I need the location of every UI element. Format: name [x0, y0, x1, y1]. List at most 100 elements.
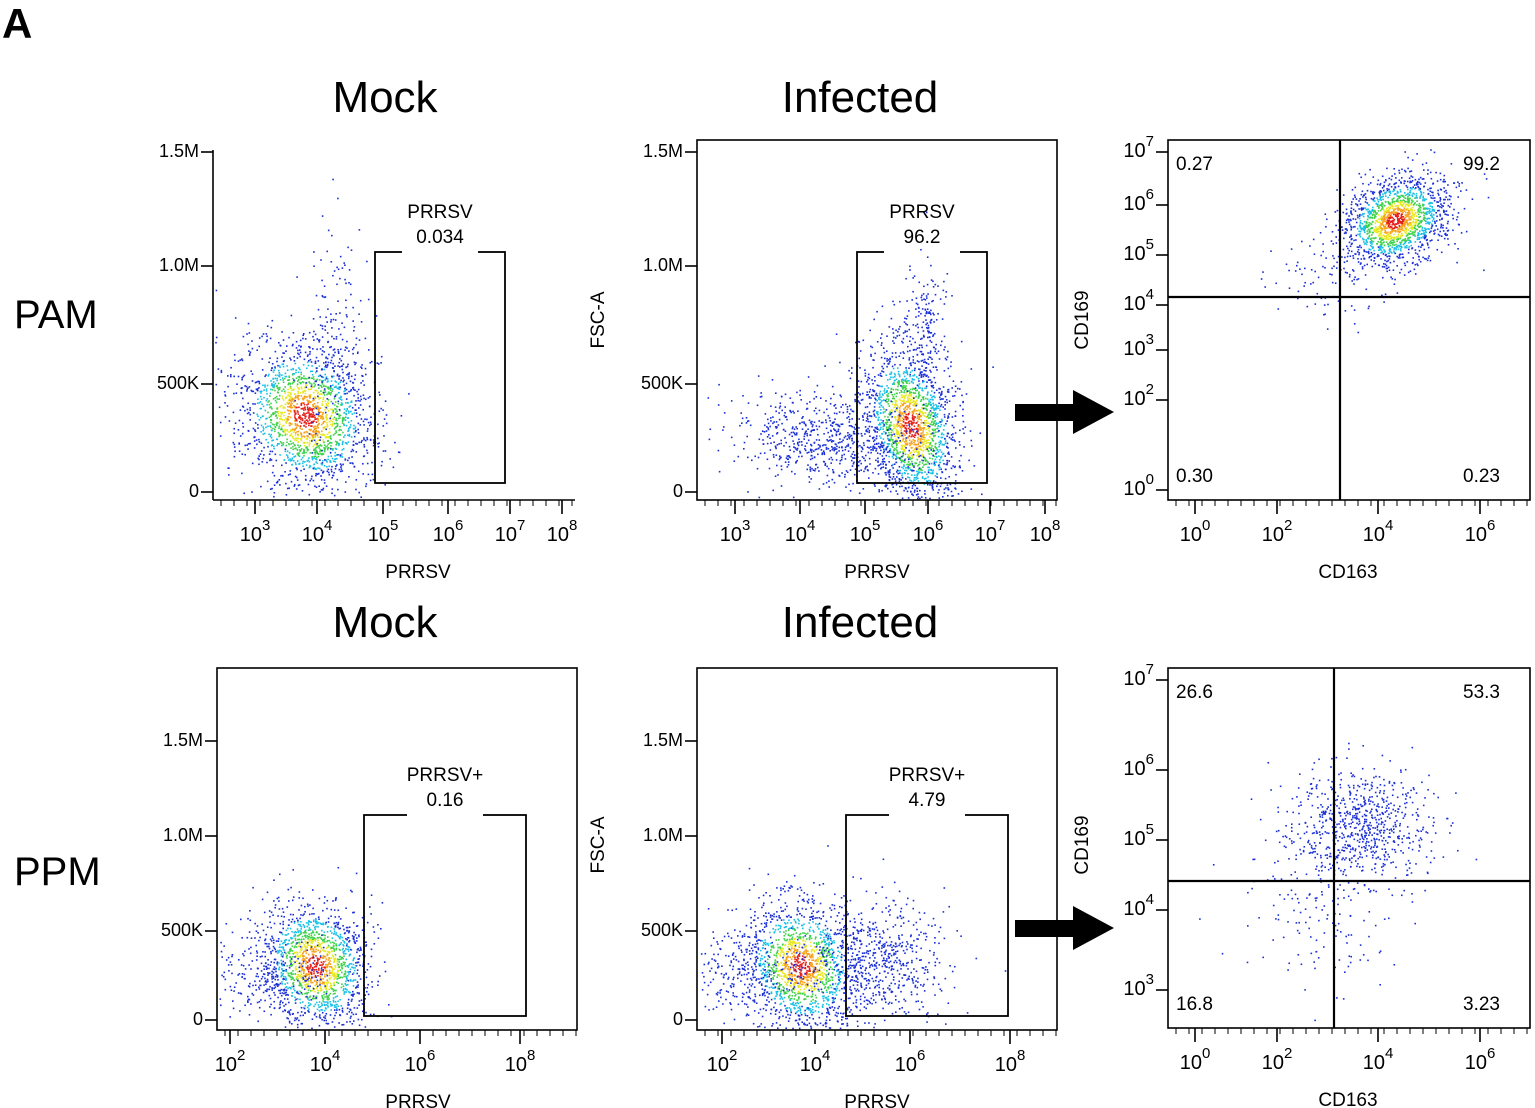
event-dot: [889, 439, 892, 442]
event-dot: [890, 317, 893, 320]
event-dot: [897, 415, 899, 417]
event-dot: [933, 449, 935, 452]
event-dot: [357, 422, 360, 425]
event-dot: [273, 384, 275, 386]
event-dot: [263, 446, 265, 449]
event-dot: [914, 462, 917, 464]
event-dot: [272, 413, 274, 415]
event-dot: [313, 251, 315, 253]
event-dot: [293, 360, 296, 362]
event-dot: [927, 417, 930, 419]
event-dot: [268, 361, 270, 364]
event-dot: [1406, 261, 1409, 263]
event-dot: [281, 419, 284, 421]
event-dot: [914, 434, 917, 436]
event-dot: [276, 438, 278, 440]
event-dot: [938, 391, 940, 394]
event-dot: [796, 443, 799, 445]
event-dot: [219, 421, 222, 424]
event-dot: [338, 378, 340, 380]
event-dot: [338, 429, 340, 432]
event-dot: [241, 358, 243, 360]
event-dot: [323, 391, 325, 394]
event-dot: [918, 453, 920, 456]
event-dot: [917, 448, 919, 451]
event-dot: [364, 367, 367, 370]
event-dot: [359, 404, 362, 406]
event-dot: [861, 456, 864, 458]
event-dot: [339, 434, 342, 436]
event-dot: [351, 456, 353, 458]
event-dot: [916, 451, 919, 453]
event-dot: [925, 463, 928, 466]
event-dot: [898, 374, 901, 376]
event-dot: [869, 388, 872, 391]
event-dot: [857, 400, 860, 402]
event-dot: [332, 423, 334, 426]
event-dot: [864, 412, 866, 414]
event-dot: [320, 385, 323, 387]
event-dot: [919, 454, 922, 457]
event-dot: [908, 420, 910, 423]
event-dot: [895, 483, 898, 486]
event-dot: [808, 419, 811, 422]
event-dot: [836, 445, 838, 448]
event-dot: [891, 443, 893, 445]
event-dot: [810, 449, 812, 452]
event-dot: [826, 408, 828, 411]
event-dot: [306, 438, 308, 440]
event-dot: [344, 264, 346, 266]
event-dot: [362, 408, 364, 411]
event-dot: [321, 279, 323, 282]
event-dot: [866, 381, 868, 383]
event-dot: [921, 396, 924, 399]
event-dot: [295, 418, 298, 420]
event-dot: [901, 434, 903, 437]
event-dot: [919, 471, 921, 473]
event-dot: [873, 415, 876, 417]
event-dot: [911, 460, 913, 463]
event-dot: [938, 402, 940, 405]
event-dot: [350, 450, 353, 453]
event-dot: [903, 397, 906, 399]
event-dot: [870, 355, 872, 357]
event-dot: [930, 309, 932, 312]
event-dot: [921, 496, 923, 498]
event-dot: [272, 439, 274, 441]
event-dot: [800, 441, 803, 443]
event-dot: [872, 366, 874, 369]
event-dot: [717, 449, 720, 452]
event-dot: [1409, 203, 1412, 205]
event-dot: [336, 266, 338, 269]
event-dot: [919, 371, 922, 373]
event-dot: [872, 359, 874, 361]
event-dot: [842, 404, 844, 406]
event-dot: [237, 375, 240, 378]
event-dot: [274, 382, 277, 385]
event-dot: [848, 433, 851, 436]
event-dot: [321, 386, 323, 388]
event-dot: [247, 322, 250, 325]
event-dot: [898, 334, 901, 337]
event-dot: [1445, 210, 1448, 212]
event-dot: [932, 335, 934, 337]
event-dot: [339, 358, 341, 360]
event-dot: [912, 449, 914, 452]
event-dot: [946, 484, 949, 486]
event-dot: [895, 404, 898, 406]
event-dot: [296, 410, 299, 412]
event-dot: [916, 303, 919, 306]
event-dot: [912, 429, 915, 431]
event-dot: [300, 395, 303, 397]
event-dot: [954, 385, 957, 387]
event-dot: [258, 463, 260, 466]
event-dot: [285, 418, 287, 420]
event-dot: [833, 481, 836, 484]
event-dot: [946, 462, 949, 464]
event-dot: [776, 432, 779, 434]
event-dot: [332, 410, 334, 412]
event-dot: [1364, 207, 1367, 209]
event-dot: [885, 427, 888, 429]
event-dot: [297, 371, 300, 374]
event-dot: [302, 460, 304, 463]
